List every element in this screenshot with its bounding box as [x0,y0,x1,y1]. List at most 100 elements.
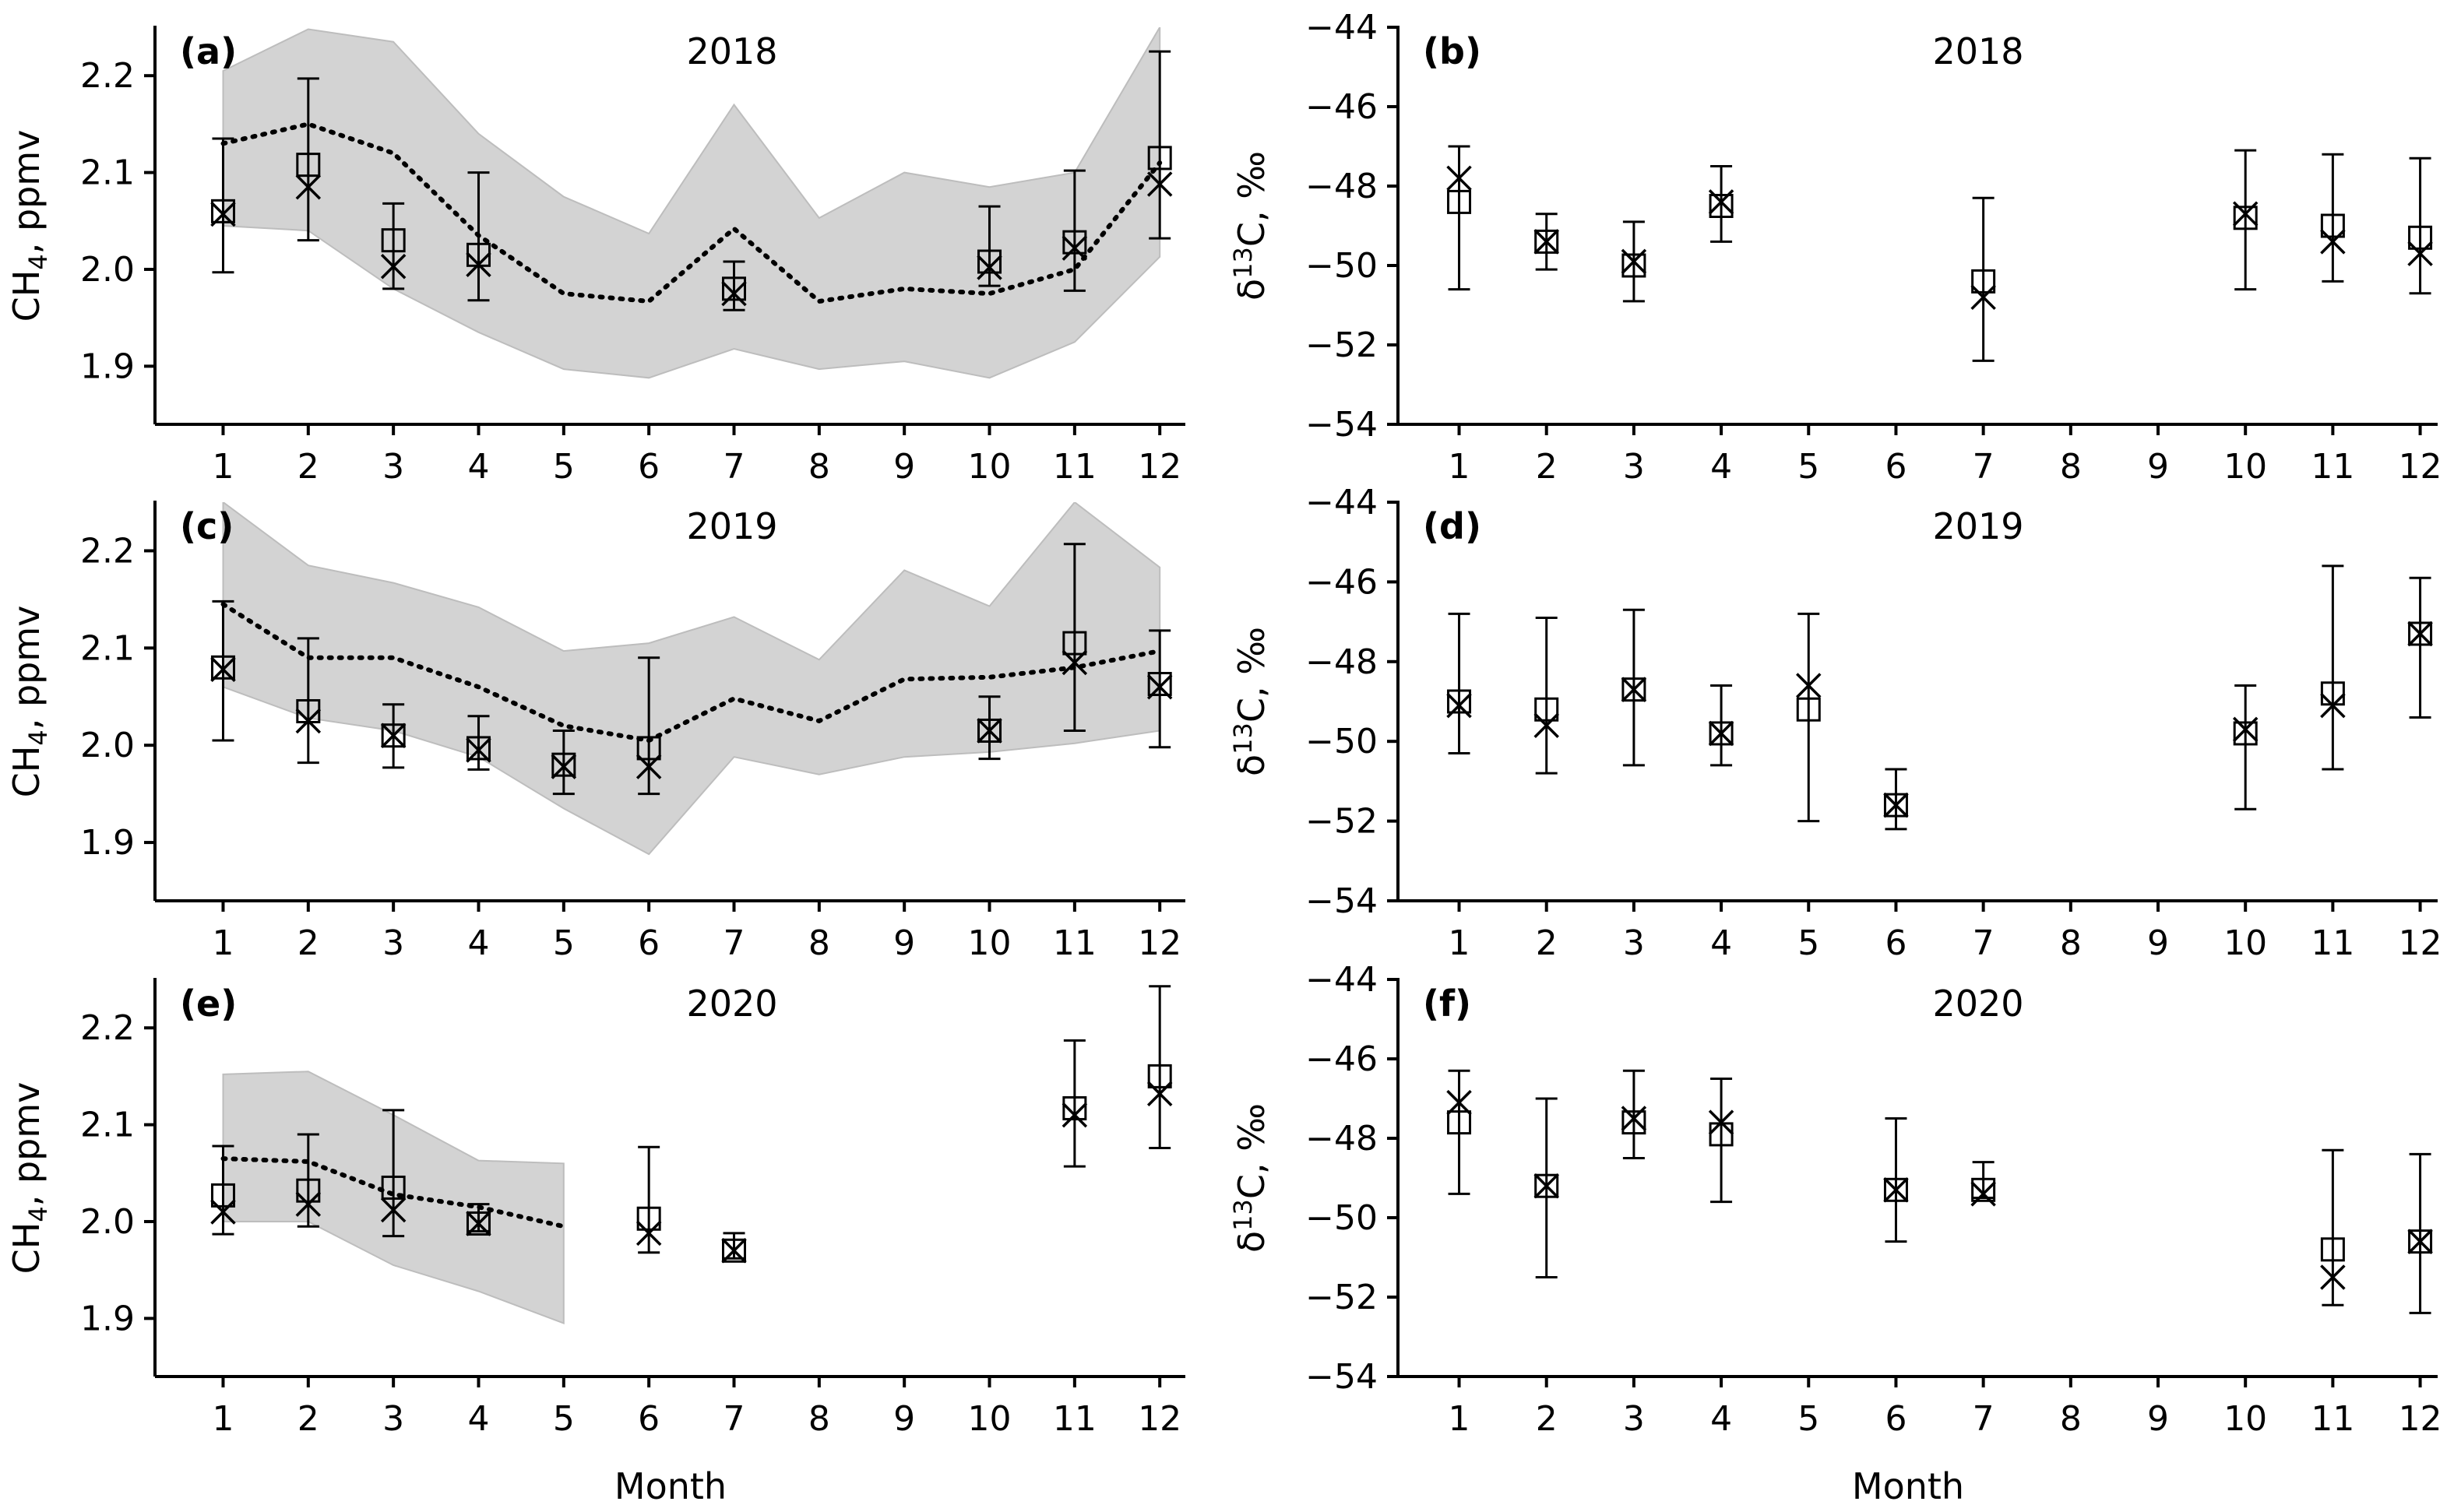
y-tick-label: −52 [1305,325,1378,365]
x-tick-label: 1 [1449,447,1470,487]
x-marker [1883,792,1909,818]
x-marker [2320,1264,2346,1290]
x-marker-stroke [1708,1109,1734,1135]
error-bar [1535,1097,1558,1278]
y-tick-label: −50 [1305,722,1378,761]
square-marker [381,1175,406,1200]
square-marker [1447,689,1472,714]
square-marker [210,1183,235,1208]
x-tick-label: 11 [2311,923,2354,963]
square-marker [2320,213,2345,238]
x-tick-label: 12 [1138,923,1181,963]
panel-title: 2019 [686,505,777,547]
x-tick-label: 6 [638,1399,660,1439]
y-axis-label: δ13C, ‰ [1228,1103,1273,1253]
x-tick-label: 1 [212,447,234,487]
x-tick-label: 6 [638,923,660,963]
error-bar [212,1145,234,1236]
x-marker [1146,171,1173,197]
x-marker [551,754,577,779]
square-marker [2233,721,2258,746]
square-marker [1062,1095,1087,1120]
error-bar [212,137,234,274]
y-tick-label: −54 [1305,405,1378,445]
x-marker-stroke [1621,248,1647,275]
panel-title: 2019 [1932,505,2023,547]
x-marker [1446,1089,1472,1116]
plot-area [210,502,1173,856]
x-marker [1883,1177,1909,1203]
x-tick-label: 4 [1710,1399,1732,1439]
x-marker-stroke [1796,673,1822,698]
x-tick-label: 5 [1797,923,1819,963]
square-marker [1447,1110,1472,1135]
x-tick-label: 5 [553,1399,575,1439]
x-marker [1446,692,1472,719]
y-tick-label: 2.2 [80,531,135,571]
x-marker-stroke [636,754,662,779]
y-tick-label: 2.0 [80,1202,135,1242]
x-marker [1062,649,1088,676]
x-tick-label: 2 [298,923,319,963]
x-tick-label: 8 [2060,1399,2082,1439]
square-marker [466,736,491,761]
x-marker [1970,284,1996,311]
square-marker [636,1206,661,1231]
error-bar [467,171,490,302]
x-marker-stroke [721,280,747,307]
x-marker-stroke [466,1211,491,1236]
plot-area [210,985,1173,1325]
x-marker-stroke [210,201,236,227]
y-axis-label-superscript: 13 [1228,1199,1258,1231]
x-marker-stroke [2407,621,2433,647]
y-tick-label: 1.9 [80,346,135,386]
x-marker-stroke [1446,692,1472,719]
y-axis-label-prefix: δ [1231,1231,1273,1253]
x-tick-label: 1 [1449,923,1470,963]
x-marker-stroke [1883,1177,1909,1203]
y-tick-label: −50 [1305,1198,1378,1238]
panel-label: (b) [1423,30,1481,72]
y-axis-label: δ13C, ‰ [1228,627,1273,776]
x-marker [295,708,322,734]
y-axis-label-superscript: 13 [1228,723,1258,754]
square-marker [2233,206,2258,230]
x-tick-label: 6 [1885,447,1907,487]
y-axis-label-prefix: CH [5,1222,48,1275]
y-axis-label-subscript: 4 [23,254,53,269]
x-marker-stroke [1146,674,1173,700]
x-tick-label: 2 [1536,1399,1558,1439]
panel-title: 2018 [686,30,777,72]
x-tick-label: 9 [2147,1399,2169,1439]
x-tick-label: 2 [1536,447,1558,487]
x-marker [1708,720,1734,747]
square-marker [1147,1064,1172,1088]
x-marker [2407,621,2433,647]
x-marker-stroke [977,255,1002,280]
error-bar [1622,1069,1645,1159]
x-tick-label: 2 [298,1399,319,1439]
error-bar [297,77,319,242]
y-tick-label: −44 [1305,483,1378,522]
x-marker [977,255,1002,280]
y-tick-label: −48 [1305,1119,1378,1159]
panel-title: 2020 [1932,983,2023,1025]
plot-area [1446,1069,2433,1314]
square-marker [1621,677,1646,702]
y-axis-label-suffix: C, ‰ [1231,151,1273,247]
x-marker [295,1191,322,1217]
x-tick-label: 8 [2060,447,2082,487]
x-tick-label: 9 [893,923,915,963]
y-tick-label: −46 [1305,87,1378,127]
plot-area [1446,145,2433,362]
x-marker-stroke [1708,720,1734,747]
x-tick-label: 2 [298,447,319,487]
x-tick-label: 12 [2399,1399,2442,1439]
x-tick-label: 9 [2147,447,2169,487]
error-bar [1149,50,1171,240]
y-axis-label-prefix: δ [1231,754,1273,776]
x-marker [210,201,236,227]
model-mean-line [220,121,1163,304]
x-tick-label: 12 [2399,923,2442,963]
x-tick-label: 11 [1053,923,1097,963]
